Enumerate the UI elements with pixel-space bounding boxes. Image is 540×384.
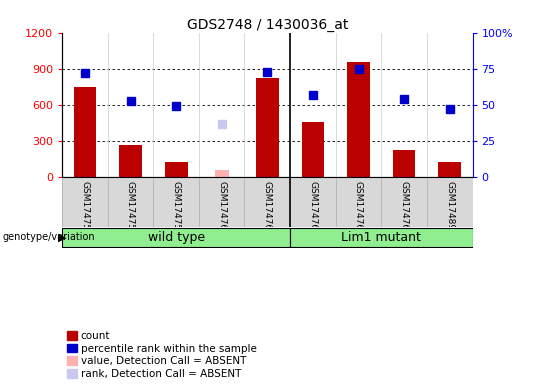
Text: genotype/variation: genotype/variation xyxy=(3,232,96,242)
Text: Lim1 mutant: Lim1 mutant xyxy=(341,231,421,244)
Text: GSM174759: GSM174759 xyxy=(172,181,180,236)
Text: GSM174891: GSM174891 xyxy=(445,181,454,236)
Text: GSM174760: GSM174760 xyxy=(217,181,226,236)
Text: GSM174761: GSM174761 xyxy=(263,181,272,236)
Text: GSM174763: GSM174763 xyxy=(354,181,363,236)
Title: GDS2748 / 1430036_at: GDS2748 / 1430036_at xyxy=(187,18,348,31)
Text: ▶: ▶ xyxy=(58,232,67,242)
FancyBboxPatch shape xyxy=(290,228,472,247)
Text: GSM174758: GSM174758 xyxy=(126,181,135,236)
Text: GSM174757: GSM174757 xyxy=(80,181,90,236)
Text: GSM174764: GSM174764 xyxy=(400,181,409,236)
Legend: count, percentile rank within the sample, value, Detection Call = ABSENT, rank, : count, percentile rank within the sample… xyxy=(68,331,256,379)
Bar xyxy=(393,150,415,177)
Text: GSM174762: GSM174762 xyxy=(308,181,318,236)
Bar xyxy=(119,146,142,177)
Bar xyxy=(73,87,96,177)
Bar xyxy=(301,122,325,177)
Bar xyxy=(256,78,279,177)
Bar xyxy=(215,170,228,177)
Bar xyxy=(347,61,370,177)
FancyBboxPatch shape xyxy=(62,228,290,247)
Bar xyxy=(438,162,461,177)
Bar xyxy=(165,162,187,177)
Text: wild type: wild type xyxy=(147,231,205,244)
